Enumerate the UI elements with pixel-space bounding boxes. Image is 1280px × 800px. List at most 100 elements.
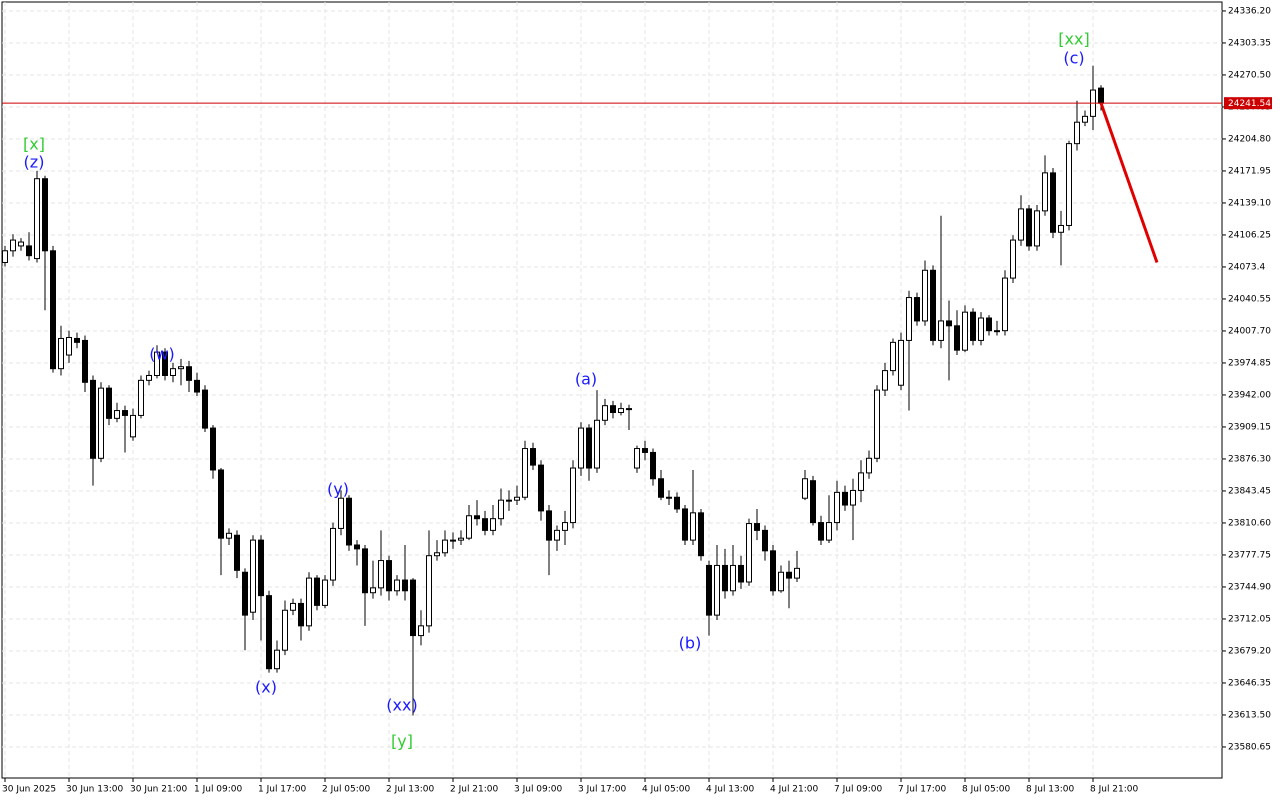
candle-body [674,496,680,510]
forecast-line [1099,102,1159,263]
candle-body [762,529,768,552]
candle-body [898,339,904,386]
candle-body [698,512,704,557]
candle-body [282,609,288,651]
y-tick-label: 23613.50 [1228,710,1271,720]
candle-body [874,389,880,459]
candle-body [794,567,800,579]
x-tick-label: 7 Jul 09:00 [834,785,883,795]
candle-body [10,239,16,252]
y-tick-label: 23843.45 [1228,486,1271,496]
candle-body [986,317,992,332]
candle-body [1002,277,1008,332]
candle-body [178,366,184,370]
candle-body [818,522,824,541]
candle-body [914,297,920,322]
candle-body [122,410,128,416]
candle-body [722,564,728,592]
candle-body [946,320,952,327]
candle-body [394,579,400,592]
y-tick-label: 23580.65 [1228,742,1271,752]
candle-body [1018,208,1024,241]
y-tick-label: 23876.30 [1228,454,1271,464]
wave-label: (a) [575,370,597,389]
candle-body [586,427,592,469]
candle-body [354,544,360,550]
y-tick-label: 24139.10 [1228,198,1271,208]
candle-body [1010,239,1016,279]
candle-body [578,427,584,469]
x-tick-label: 30 Jun 21:00 [130,785,187,795]
candle-body [882,370,888,391]
candle-body [1066,143,1072,226]
candle-body [834,491,840,524]
candle-body [82,339,88,383]
candle-body [26,245,32,257]
candle-body [778,571,784,592]
candle-body [538,464,544,512]
candle-body [266,595,272,670]
candle-body [290,602,296,611]
wave-label: (xx) [386,696,417,715]
x-tick-label: 1 Jul 09:00 [194,785,243,795]
candle-body [234,534,240,571]
y-tick-label: 24073.4 [1228,262,1265,272]
candle-body [98,387,104,459]
wave-label: (w) [149,345,175,364]
y-tick-label: 23942.00 [1228,390,1271,400]
candle-body [754,523,760,531]
candle-body [226,532,232,539]
x-tick-label: 4 Jul 05:00 [642,785,691,795]
candle-body [362,548,368,594]
candle-body [106,387,112,419]
candle-body [346,497,352,546]
candle-body [714,564,720,616]
candle-body [1034,210,1040,247]
candle-body [338,497,344,529]
candle-body [418,625,424,637]
plot-frame [1,1,1223,779]
candle-body [258,539,264,597]
candle-body [658,478,664,498]
wave-label: [xx] [1058,30,1089,49]
candle-body [786,571,792,579]
candle-body [626,408,632,411]
candle-body [114,410,120,419]
candle-body [50,250,56,370]
candle-body [498,499,504,520]
wave-label: (x) [255,678,277,697]
candle-body [954,325,960,351]
candle-body [866,457,872,474]
x-tick-label: 3 Jul 09:00 [514,785,563,795]
x-tick-label: 2 Jul 05:00 [322,785,371,795]
candle-body [842,491,848,506]
y-tick-label: 23810.60 [1228,518,1271,528]
candle-body [194,379,200,393]
candle-body [650,451,656,480]
x-tick-label: 2 Jul 13:00 [386,785,435,795]
candle-body [170,368,176,376]
x-tick-label: 8 Jul 05:00 [962,785,1011,795]
candle-body [146,374,152,381]
candle-body [826,522,832,541]
x-tick-label: 8 Jul 13:00 [1026,785,1075,795]
last-price-label: 24241.54 [1228,99,1271,109]
candle-body [138,379,144,416]
candle-body [370,587,376,594]
x-tick-label: 1 Jul 17:00 [258,785,307,795]
candle-body [730,564,736,592]
candle-body [466,515,472,539]
candle-body [274,649,280,670]
candle-body [506,499,512,502]
candle-body [706,564,712,616]
candle-body [1098,87,1104,104]
candle-body [34,178,40,260]
candle-body [514,496,520,501]
wave-label: (c) [1063,49,1084,68]
candle-body [850,489,856,506]
y-tick-label: 23909.15 [1228,422,1271,432]
grid [2,2,1222,778]
candle-body [690,512,696,541]
candle-body [530,448,536,466]
y-tick-label: 23679.20 [1228,646,1271,656]
